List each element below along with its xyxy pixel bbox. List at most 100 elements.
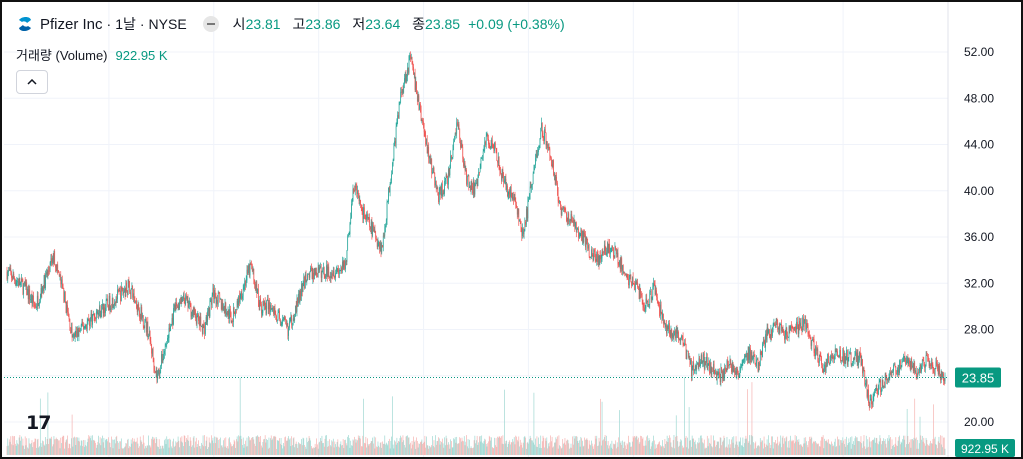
- candle-body: [366, 214, 367, 220]
- candle-body: [192, 309, 193, 317]
- volume-bar: [32, 447, 34, 455]
- volume-bar: [902, 439, 903, 455]
- volume-bar: [547, 448, 548, 455]
- volume-bar: [24, 448, 25, 455]
- volume-bar: [784, 438, 785, 455]
- candle-body: [45, 274, 46, 289]
- volume-bar: [236, 439, 237, 455]
- candle-body: [542, 132, 544, 138]
- candle-body: [502, 169, 504, 174]
- candle-body: [738, 376, 740, 377]
- volume-bar: [77, 437, 78, 455]
- candle-body: [890, 371, 892, 375]
- volume-bar: [123, 447, 125, 455]
- volume-bar: [347, 436, 349, 455]
- candle-body: [134, 300, 136, 302]
- candle-body: [329, 276, 330, 278]
- volume-bar: [903, 439, 905, 455]
- volume-bar: [161, 448, 162, 455]
- volume-bar: [446, 438, 448, 455]
- volume-bar: [185, 442, 187, 455]
- candle-body: [702, 362, 704, 364]
- candle-body: [931, 362, 933, 365]
- volume-bar: [727, 447, 729, 455]
- volume-bar: [427, 445, 429, 455]
- volume-bar: [201, 442, 202, 455]
- volume-label[interactable]: 거래량 (Volume): [16, 48, 108, 63]
- candle-body: [679, 338, 681, 342]
- volume-bar: [233, 439, 235, 455]
- volume-bar: [486, 446, 488, 455]
- interval-label[interactable]: 1날: [115, 16, 136, 32]
- candle-body: [670, 329, 672, 337]
- candle-body: [571, 214, 573, 221]
- volume-bar: [466, 446, 468, 455]
- candle-body: [14, 280, 16, 285]
- separator-dot: ·: [139, 16, 145, 32]
- candle-body: [80, 329, 81, 331]
- volume-bar: [881, 440, 883, 455]
- candle-body: [587, 239, 589, 249]
- volume-bar: [633, 437, 635, 455]
- volume-bar: [95, 447, 97, 455]
- candle-body: [79, 329, 81, 331]
- volume-bar: [353, 440, 355, 455]
- symbol-title[interactable]: Pfizer Inc: [40, 15, 103, 33]
- volume-bar: [473, 447, 474, 455]
- volume-bar: [876, 438, 878, 455]
- volume-bar: [51, 436, 53, 455]
- volume-bar: [844, 438, 846, 455]
- candle-body: [161, 354, 162, 366]
- hide-legend-icon[interactable]: [202, 16, 219, 32]
- candle-body: [647, 300, 649, 305]
- volume-bar: [469, 447, 471, 455]
- volume-bar: [187, 435, 189, 455]
- candle-body: [310, 267, 311, 272]
- candle-body: [234, 312, 236, 315]
- volume-bar: [625, 448, 627, 455]
- volume-bar: [292, 438, 294, 455]
- volume-bar: [530, 437, 532, 455]
- candle-body: [763, 341, 765, 343]
- volume-bar: [275, 437, 277, 455]
- volume-bar: [224, 446, 226, 455]
- candle-body: [709, 360, 710, 374]
- candle-body: [139, 310, 140, 318]
- volume-bar: [456, 436, 458, 455]
- candle-body: [24, 281, 25, 285]
- volume-bar: [838, 439, 840, 455]
- volume-bar: [827, 442, 829, 455]
- volume-bar: [849, 442, 850, 455]
- volume-bar: [273, 436, 275, 455]
- candle-body: [120, 290, 121, 302]
- volume-bar: [899, 435, 900, 455]
- candle-body: [220, 298, 221, 300]
- candle-body: [241, 291, 243, 299]
- volume-bar: [744, 438, 746, 455]
- volume-bar: [50, 439, 52, 455]
- volume-bar: [55, 439, 56, 455]
- volume-bar: [842, 437, 844, 455]
- volume-bar: [735, 436, 737, 455]
- candle-body: [660, 304, 662, 314]
- candle-body: [304, 276, 305, 289]
- volume-bar: [215, 436, 217, 455]
- volume-bar: [751, 382, 753, 455]
- candle-body: [308, 274, 310, 278]
- collapse-legend-button[interactable]: [16, 70, 48, 94]
- volume-bar: [14, 443, 16, 455]
- volume-bar: [900, 441, 902, 455]
- candle-body: [390, 180, 392, 185]
- volume-bar: [789, 440, 791, 455]
- volume-bar: [647, 435, 648, 455]
- candle-body: [339, 270, 341, 271]
- candle-body: [476, 182, 478, 187]
- candle-body: [292, 324, 293, 326]
- candle-body: [803, 320, 805, 327]
- volume-bar: [218, 448, 220, 455]
- candle-body: [320, 266, 321, 268]
- tradingview-logo-icon[interactable]: 17: [26, 412, 51, 434]
- volume-bar: [818, 443, 819, 455]
- candle-body: [737, 368, 738, 374]
